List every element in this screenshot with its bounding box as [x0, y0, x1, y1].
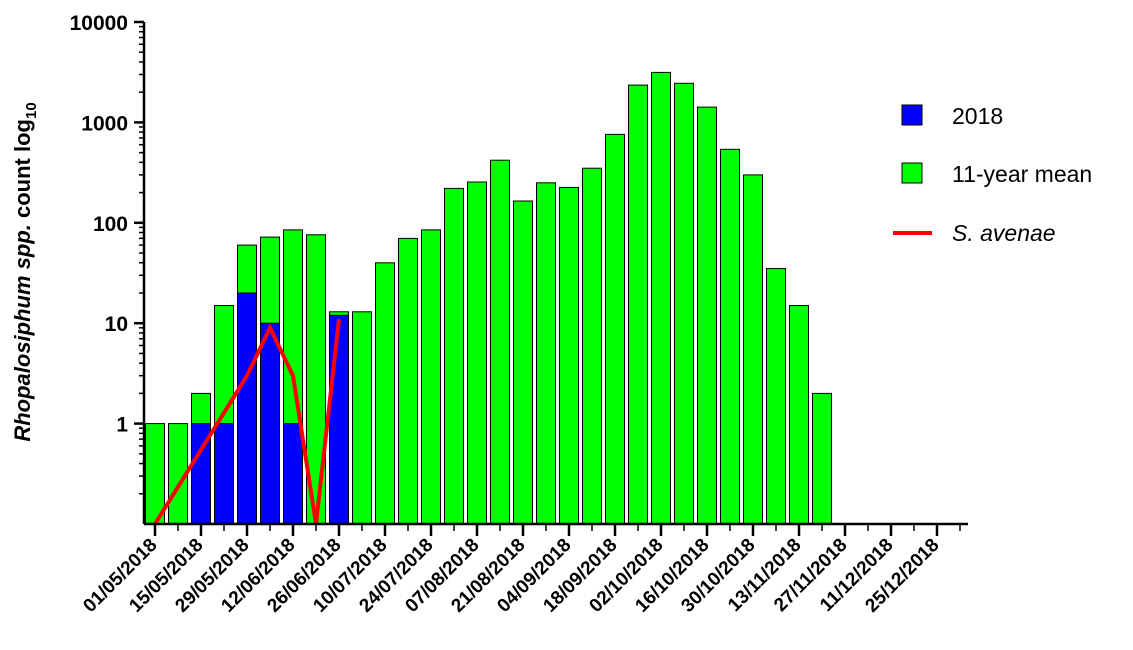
- y-tick-label: 10: [105, 313, 128, 336]
- bar-11-year-mean: [444, 187, 464, 525]
- bar-11-year-mean: [674, 82, 694, 525]
- legend-label-s-avenae: S. avenae: [952, 220, 1056, 246]
- bar-11-year-mean: [766, 268, 786, 525]
- bar-11-year-mean: [789, 305, 809, 525]
- bar-11-year-mean: [375, 262, 395, 525]
- bar-11-year-mean: [743, 174, 763, 525]
- bar-11-year-mean: [536, 182, 556, 525]
- bar-11-year-mean: [582, 167, 602, 525]
- bar-2018: [260, 322, 280, 525]
- axes: [142, 22, 968, 526]
- y-axis-title: Rhopalosiphum spp. count log10: [10, 102, 40, 441]
- bar-11-year-mean: [490, 159, 510, 525]
- bar-11-year-mean: [398, 237, 418, 525]
- bar-11-year-mean: [421, 229, 441, 525]
- y-tick-label: 100: [93, 213, 128, 236]
- bar-11-year-mean: [559, 186, 579, 525]
- line-layer: [153, 318, 341, 526]
- y-axis-title-subscript: 10: [23, 102, 40, 119]
- bar-2018: [283, 423, 303, 525]
- legend: 2018 11-year mean S. avenae: [893, 103, 1092, 246]
- bars-layer: [145, 71, 832, 525]
- y-tick-label: 10000: [70, 12, 128, 35]
- bar-11-year-mean: [720, 148, 740, 525]
- bar-2018: [329, 314, 349, 525]
- bar-2018: [237, 292, 257, 525]
- y-axis-title-main: count log: [10, 119, 35, 224]
- y-tick-label: 1000: [81, 112, 128, 135]
- bar-11-year-mean: [513, 200, 533, 525]
- bar-11-year-mean: [352, 311, 372, 525]
- bar-11-year-mean: [697, 106, 717, 525]
- bar-11-year-mean: [812, 392, 832, 525]
- bar-11-year-mean: [628, 84, 648, 525]
- line-s-avenae: [153, 318, 341, 526]
- legend-label-2018: 2018: [952, 103, 1003, 129]
- bar-11-year-mean: [605, 133, 625, 525]
- bar-2018: [214, 423, 234, 525]
- bar-11-year-mean: [651, 71, 671, 525]
- legend-swatch-2018: [901, 104, 923, 126]
- y-axis-title-italic: Rhopalosiphum spp.: [10, 224, 35, 442]
- legend-label-11-year-mean: 11-year mean: [952, 161, 1092, 187]
- x-ticks: 01/05/201815/05/201829/05/201812/06/2018…: [79, 524, 961, 617]
- legend-swatch-11-year-mean: [901, 162, 923, 184]
- bar-11-year-mean: [467, 181, 487, 525]
- y-ticks: 1 10 100 1000 10000: [70, 12, 144, 495]
- y-tick-label: 1: [116, 414, 128, 437]
- bar-11-year-mean: [145, 423, 165, 525]
